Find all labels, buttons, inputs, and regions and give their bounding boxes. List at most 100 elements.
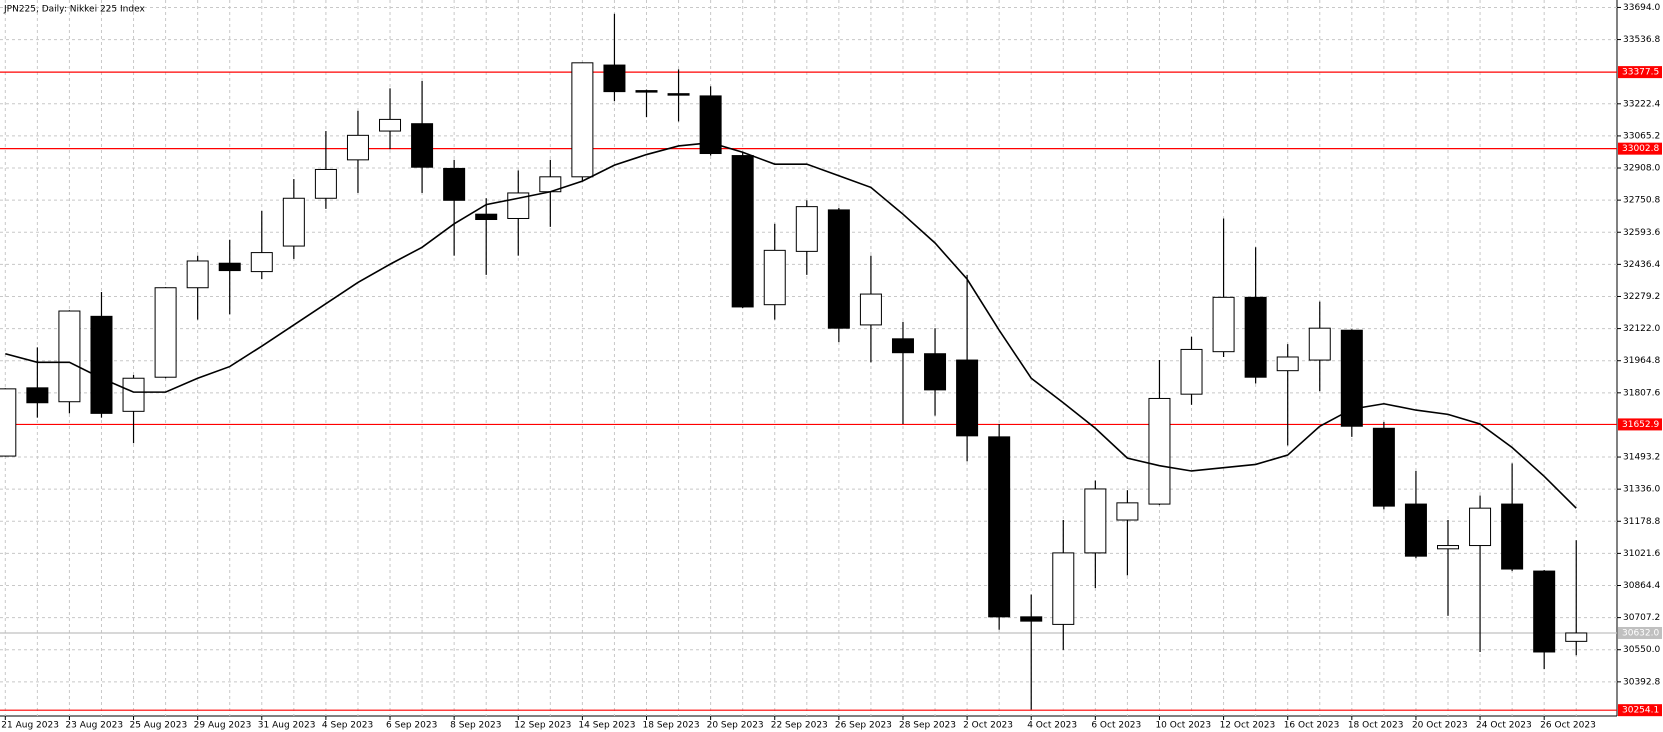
x-tick-label: 16 Oct 2023 <box>1284 721 1340 731</box>
y-tick-label: 32593.6 <box>1623 228 1660 238</box>
candle-body <box>1533 570 1556 653</box>
candle-body <box>1148 397 1171 505</box>
candle-body <box>58 310 81 403</box>
candle-body <box>699 95 722 155</box>
x-tick-label: 26 Oct 2023 <box>1540 721 1596 731</box>
candle-body <box>186 260 209 289</box>
x-tick-label: 12 Oct 2023 <box>1220 721 1276 731</box>
y-tick-label: 32122.0 <box>1623 324 1660 334</box>
x-tick-label: 26 Sep 2023 <box>835 721 892 731</box>
x-tick-label: 24 Oct 2023 <box>1476 721 1532 731</box>
level-label-bg <box>1618 66 1662 79</box>
y-tick-label: 31964.8 <box>1623 356 1660 366</box>
candle-body <box>1501 503 1524 570</box>
x-tick-label: 20 Sep 2023 <box>707 721 764 731</box>
candle-body <box>956 359 979 437</box>
y-tick-label: 33222.4 <box>1623 99 1660 109</box>
candle-body <box>379 118 402 132</box>
x-tick-label: 14 Sep 2023 <box>578 721 635 731</box>
y-tick-label: 32279.2 <box>1623 292 1660 302</box>
moving-average-line <box>5 141 1577 509</box>
level-label: 30632.0 <box>1622 628 1659 638</box>
level-label: 31652.9 <box>1622 420 1659 430</box>
candle-body <box>924 353 947 391</box>
x-tick-label: 22 Sep 2023 <box>771 721 828 731</box>
x-tick-label: 4 Oct 2023 <box>1027 721 1077 731</box>
level-label-bg <box>1618 142 1662 155</box>
candle-body <box>1180 348 1203 395</box>
candle-body <box>635 90 658 93</box>
candle-body <box>475 213 498 221</box>
level-label-bg <box>1618 704 1662 717</box>
x-tick-label: 12 Sep 2023 <box>514 721 571 731</box>
candle-body <box>443 167 466 201</box>
x-tick-label: 28 Sep 2023 <box>899 721 956 731</box>
candle-body <box>314 168 337 199</box>
candle-body <box>1340 329 1363 427</box>
x-tick-label: 10 Oct 2023 <box>1155 721 1211 731</box>
candle-body <box>154 287 177 378</box>
x-tick-label: 6 Oct 2023 <box>1091 721 1141 731</box>
candle-body <box>891 338 914 354</box>
candle-body <box>731 155 754 308</box>
candle-body <box>0 388 17 457</box>
x-tick-label: 20 Oct 2023 <box>1412 721 1468 731</box>
candle-body <box>1116 502 1139 521</box>
candle-body <box>1469 507 1492 547</box>
x-tick-label: 8 Sep 2023 <box>450 721 501 731</box>
candle-body <box>667 93 690 96</box>
candle-body <box>250 252 273 273</box>
level-label: 33002.8 <box>1622 144 1659 154</box>
y-tick-label: 32750.8 <box>1623 196 1660 206</box>
y-tick-label: 30864.4 <box>1623 581 1660 591</box>
x-tick-label: 2 Oct 2023 <box>963 721 1013 731</box>
level-label-bg <box>1618 626 1662 639</box>
level-label: 30254.1 <box>1622 706 1659 716</box>
candle-body <box>1084 488 1107 554</box>
level-label: 33377.5 <box>1622 68 1659 78</box>
candle-body <box>1437 545 1459 550</box>
y-tick-label: 31178.8 <box>1623 517 1660 527</box>
chart-title: JPN225, Daily: Nikkei 225 Index <box>3 5 145 15</box>
x-tick-label: 21 Aug 2023 <box>1 721 59 731</box>
candle-body <box>282 197 305 247</box>
candle-body <box>1244 296 1267 378</box>
candle-body <box>122 377 145 412</box>
candle-body <box>346 134 369 161</box>
x-tick-label: 4 Sep 2023 <box>322 721 373 731</box>
level-label-bg <box>1618 418 1662 431</box>
candle-body <box>795 206 818 252</box>
candle-body <box>411 123 434 168</box>
candle-body <box>1565 632 1588 642</box>
candle-body <box>90 315 113 414</box>
y-tick-label: 33694.0 <box>1623 3 1660 13</box>
candle-body <box>603 64 626 93</box>
y-tick-label: 32908.0 <box>1623 164 1660 174</box>
y-tick-label: 33536.8 <box>1623 35 1660 45</box>
candle-body <box>1308 327 1331 361</box>
y-tick-label: 31021.6 <box>1623 549 1660 559</box>
y-tick-label: 31807.6 <box>1623 388 1660 398</box>
x-tick-label: 25 Aug 2023 <box>130 721 188 731</box>
candle-body <box>1276 356 1299 372</box>
candle-body <box>763 249 786 306</box>
y-tick-label: 30392.8 <box>1623 677 1660 687</box>
candle-body <box>1212 296 1235 353</box>
x-tick-label: 31 Aug 2023 <box>258 721 316 731</box>
y-tick-label: 30550.0 <box>1623 645 1660 655</box>
x-tick-label: 23 Aug 2023 <box>65 721 123 731</box>
candle-body <box>218 262 241 272</box>
x-tick-label: 18 Sep 2023 <box>643 721 700 731</box>
candle-body <box>1372 427 1395 507</box>
candle-body <box>1052 552 1075 625</box>
candle-body <box>571 62 594 178</box>
candle-body <box>26 387 49 404</box>
y-tick-label: 31493.2 <box>1623 453 1660 463</box>
candle-body <box>1020 616 1043 622</box>
x-tick-label: 6 Sep 2023 <box>386 721 437 731</box>
y-tick-label: 32436.4 <box>1623 260 1660 270</box>
candle-body <box>859 293 882 326</box>
